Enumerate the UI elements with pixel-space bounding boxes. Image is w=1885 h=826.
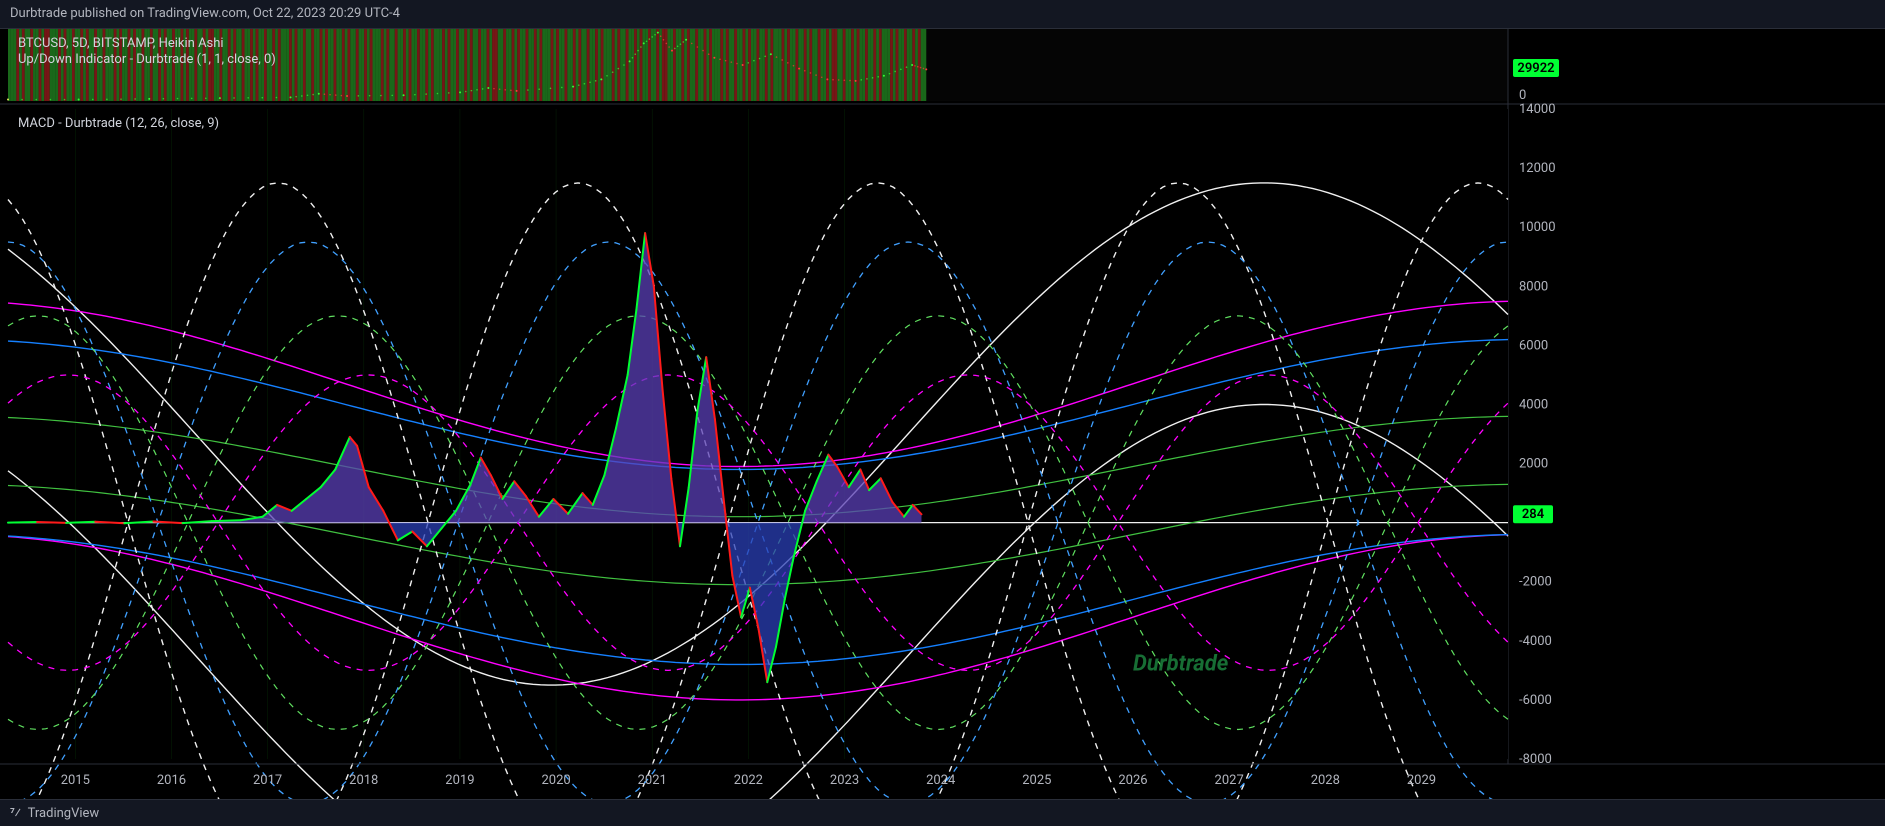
x-tick-label: 2021 (638, 773, 667, 788)
macd-current-badge: 284 (1522, 507, 1545, 522)
y-tick-label: 12000 (1519, 161, 1556, 176)
y-tick-label: -6000 (1519, 693, 1552, 708)
x-tick-label: 2025 (1022, 773, 1051, 788)
footer-brand: TradingView (28, 806, 100, 821)
publish-header: Durbtrade published on TradingView.com, … (0, 0, 1885, 29)
y-tick-label: -2000 (1519, 575, 1552, 590)
publish-text: Durbtrade published on TradingView.com, … (10, 6, 400, 21)
chart-area[interactable]: BTCUSD, 5D, BITSTAMP, Heikin AshiUp/Down… (0, 29, 1885, 799)
watermark-text: Durbtrade (1133, 651, 1229, 676)
x-tick-label: 2027 (1215, 773, 1244, 788)
x-tick-label: 2024 (926, 773, 956, 788)
x-tick-label: 2028 (1311, 773, 1340, 788)
macd-indicator-label: MACD - Durbtrade (12, 26, close, 9) (18, 116, 219, 131)
x-tick-label: 2018 (349, 773, 378, 788)
y-tick-label: 4000 (1519, 397, 1548, 412)
top-zero-label: 0 (1519, 88, 1526, 103)
tradingview-logo-icon: ⁷⁄ (10, 806, 21, 821)
x-tick-label: 2023 (830, 773, 859, 788)
x-tick-label: 2015 (61, 773, 90, 788)
y-tick-label: 14000 (1519, 102, 1556, 117)
symbol-label: BTCUSD, 5D, BITSTAMP, Heikin Ashi (18, 36, 224, 51)
y-tick-label: 8000 (1519, 279, 1548, 294)
y-tick-label: 6000 (1519, 338, 1548, 353)
x-tick-label: 2029 (1407, 773, 1436, 788)
footer: ⁷⁄ TradingView (0, 799, 1885, 826)
y-tick-label: -8000 (1519, 752, 1552, 767)
y-tick-label: 10000 (1519, 220, 1556, 235)
top-price-badge: 29922 (1517, 61, 1554, 76)
updown-indicator-label: Up/Down Indicator - Durbtrade (1, 1, clo… (18, 52, 276, 67)
x-tick-label: 2016 (157, 773, 186, 788)
x-tick-label: 2020 (541, 773, 570, 788)
y-tick-label: 2000 (1519, 457, 1548, 472)
x-tick-label: 2019 (445, 773, 474, 788)
x-tick-label: 2022 (734, 773, 763, 788)
y-tick-label: -4000 (1519, 634, 1552, 649)
x-tick-label: 2017 (253, 773, 282, 788)
x-tick-label: 2026 (1118, 773, 1147, 788)
